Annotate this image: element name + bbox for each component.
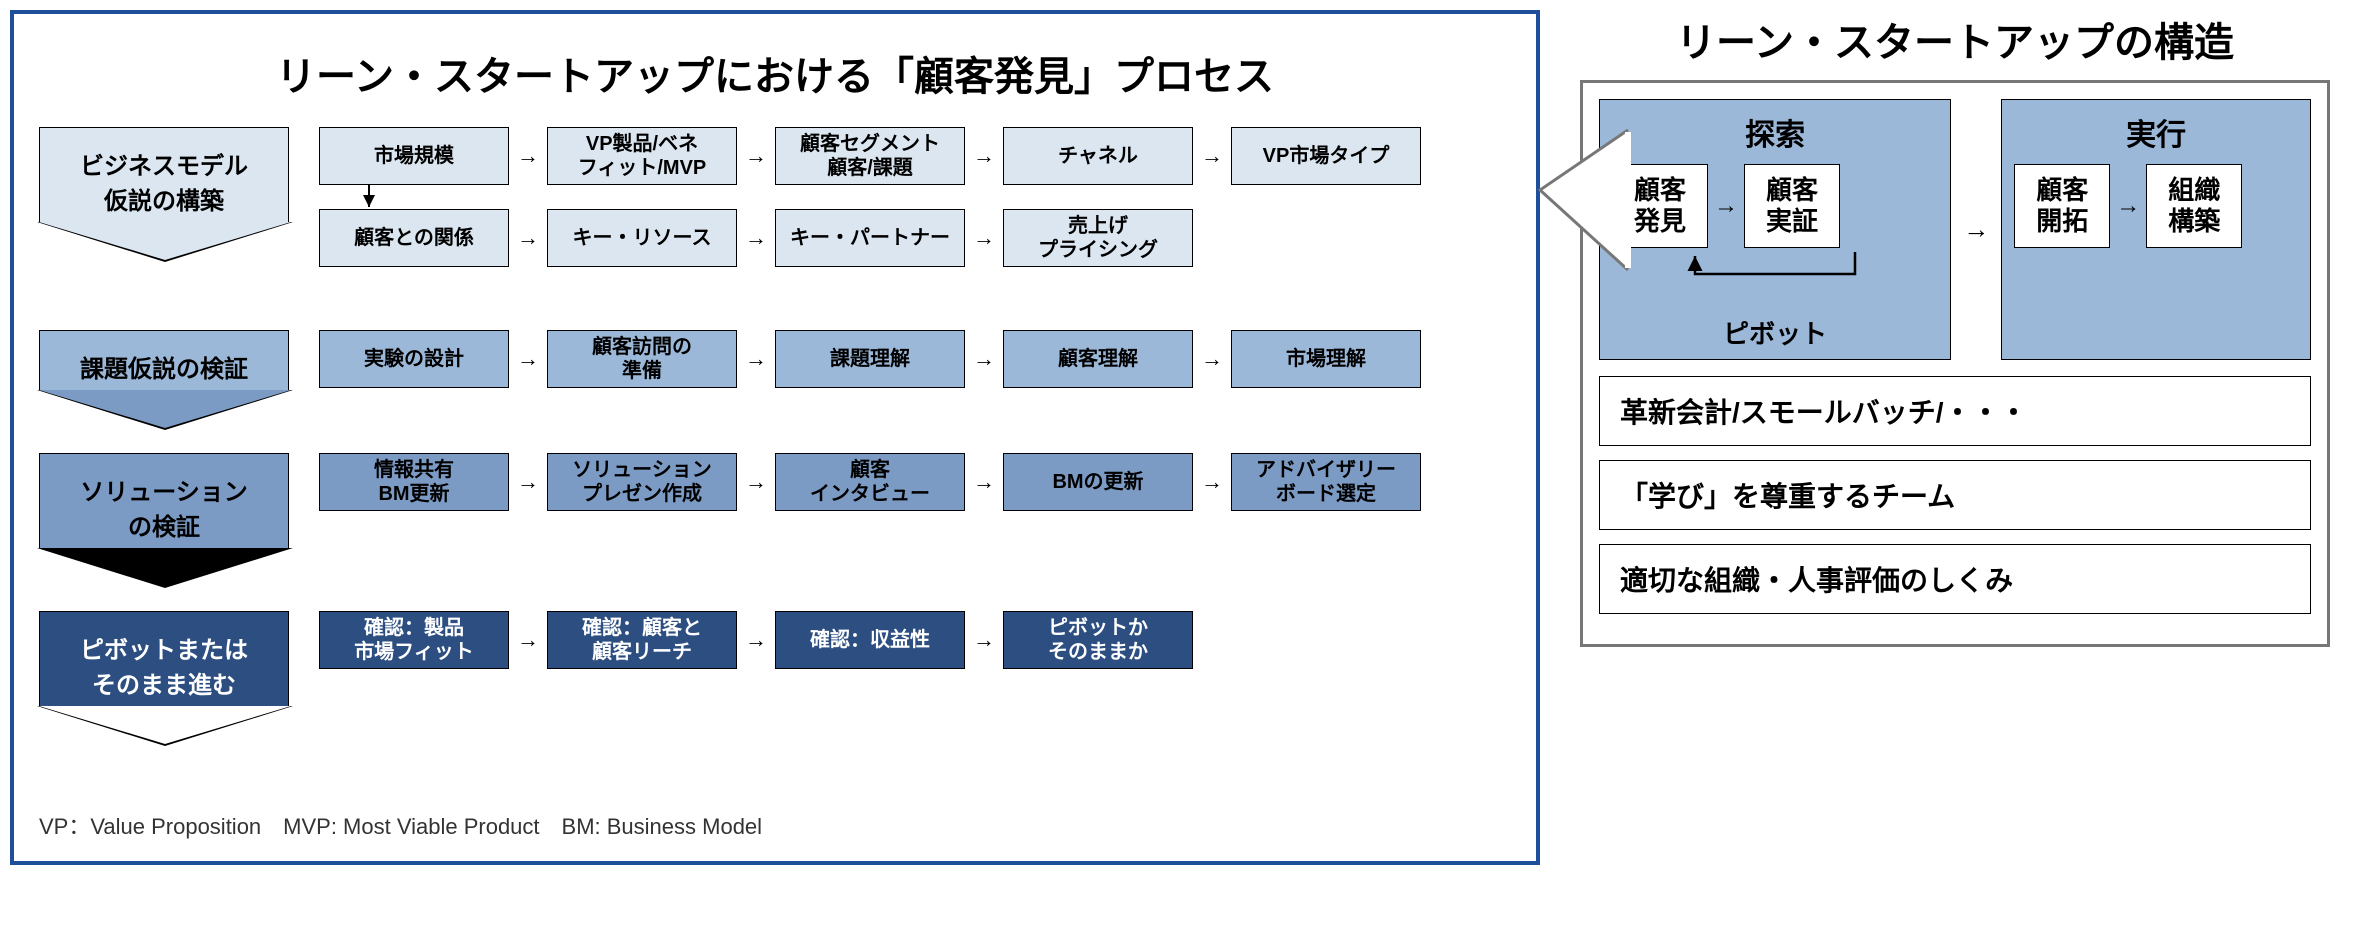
footnote: VP：Value Proposition MVP: Most Viable Pr… [39, 809, 1511, 841]
box-row: 確認：製品市場フィット → 確認：顧客と顧客リーチ → 確認：収益性 → ピボットかそのまま… [319, 611, 1193, 669]
left-title: リーン・スタートアップにおける「顧客発見」プロセス [39, 44, 1511, 102]
process-box: キー・リソース [547, 209, 737, 267]
callout-connector-icon [1540, 120, 1630, 300]
process-box: 市場理解 [1231, 330, 1421, 388]
process-box: 顧客との関係 [319, 209, 509, 267]
process-box: 実験の設計 [319, 330, 509, 388]
phase-block: 探索顧客発見→顧客実証 ピボット [1599, 99, 1951, 360]
process-box: 確認：製品市場フィット [319, 611, 509, 669]
process-box: 顧客訪問の準備 [547, 330, 737, 388]
stage-row: ビジネスモデル仮説の構築市場規模 → VP製品/ベネフィット/MVP → 顧客セグメント… [39, 127, 1511, 267]
box-row: 情報共有BM更新 → ソリューションプレゼン作成 → 顧客インタビュー → BMの更新 → アド… [319, 453, 1421, 511]
phase-title: 探索 [1612, 110, 1938, 154]
process-box: ソリューションプレゼン作成 [547, 453, 737, 511]
phase-block: 実行顧客開拓→組織構築 [2001, 99, 2311, 360]
arrow-right-icon: → [1201, 469, 1223, 495]
stage-row: ソリューションの検証情報共有BM更新 → ソリューションプレゼン作成 → 顧客インタビュ… [39, 453, 1511, 548]
stage-chevron: ピボットまたはそのまま進む [39, 611, 289, 706]
arrow-right-icon: → [517, 627, 539, 653]
arrow-right-icon: → [517, 225, 539, 251]
arrow-right-icon: → [973, 346, 995, 372]
arrow-right-icon: → [745, 346, 767, 372]
phase-title: 実行 [2014, 110, 2298, 154]
process-box: アドバイザリーボード選定 [1231, 453, 1421, 511]
boxes-column: 確認：製品市場フィット → 確認：顧客と顧客リーチ → 確認：収益性 → ピボットかそのまま… [319, 611, 1193, 669]
box-row: 市場規模 → VP製品/ベネフィット/MVP → 顧客セグメント顧客/課題 → チャネル → V… [319, 127, 1421, 185]
arrow-right-icon: → [973, 225, 995, 251]
arrow-right-icon: → [517, 346, 539, 372]
arrow-right-icon: → [973, 469, 995, 495]
box-row: 実験の設計 → 顧客訪問の準備 → 課題理解 → 顧客理解 → 市場理解 [319, 330, 1421, 388]
phase-box: 顧客実証 [1744, 164, 1840, 248]
process-box: 顧客インタビュー [775, 453, 965, 511]
info-box: 革新会計/スモールバッチ/・・・ [1599, 376, 2311, 446]
arrow-right-icon: → [1201, 346, 1223, 372]
arrow-right-icon: → [1201, 143, 1223, 169]
process-box: VP製品/ベネフィット/MVP [547, 127, 737, 185]
boxes-column: 情報共有BM更新 → ソリューションプレゼン作成 → 顧客インタビュー → BMの更新 → アド… [319, 453, 1421, 511]
stage-row: 課題仮説の検証実験の設計 → 顧客訪問の準備 → 課題理解 → 顧客理解 → 市場理解 [39, 330, 1511, 390]
chevron-stage: 課題仮説の検証 [39, 330, 299, 390]
row-spacer [39, 285, 1511, 330]
arrow-right-icon: → [1714, 192, 1738, 220]
phase-box: 組織構築 [2146, 164, 2242, 248]
box-row: 顧客との関係 → キー・リソース → キー・パートナー → 売上げプライシング [319, 209, 1421, 267]
arrow-right-icon: → [745, 225, 767, 251]
pivot-label: ピボット [1612, 314, 1938, 351]
arrow-right-icon: → [745, 469, 767, 495]
boxes-column: 市場規模 → VP製品/ベネフィット/MVP → 顧客セグメント顧客/課題 → チャネル → V… [319, 127, 1421, 267]
process-box: 売上げプライシング [1003, 209, 1193, 267]
process-box: 顧客理解 [1003, 330, 1193, 388]
chevron-stage: ソリューションの検証 [39, 453, 299, 548]
main-wrap: リーン・スタートアップにおける「顧客発見」プロセス ビジネスモデル仮説の構築市場… [10, 10, 2352, 865]
arrow-right-icon: → [2116, 192, 2140, 220]
chevron-stage: ビジネスモデル仮説の構築 [39, 127, 299, 222]
process-box: VP市場タイプ [1231, 127, 1421, 185]
right-title: リーン・スタートアップの構造 [1580, 10, 2330, 68]
process-box: 顧客セグメント顧客/課題 [775, 127, 965, 185]
right-panel: 探索顧客発見→顧客実証 ピボット→実行顧客開拓→組織構築革新会計/スモールバッチ… [1580, 80, 2330, 647]
info-box: 「学び」を尊重するチーム [1599, 460, 2311, 530]
stages-container: ビジネスモデル仮説の構築市場規模 → VP製品/ベネフィット/MVP → 顧客セグメント… [39, 127, 1511, 769]
stage-chevron: ビジネスモデル仮説の構築 [39, 127, 289, 222]
phase-boxes: 顧客発見→顧客実証 [1612, 164, 1938, 248]
process-box: 確認：顧客と顧客リーチ [547, 611, 737, 669]
arrow-right-icon: → [973, 143, 995, 169]
arrow-right-icon: → [517, 143, 539, 169]
arrow-right-icon: → [517, 469, 539, 495]
arrow-right-icon: → [973, 627, 995, 653]
phase-boxes: 顧客開拓→組織構築 [2014, 164, 2298, 248]
stage-row: ピボットまたはそのまま進む確認：製品市場フィット→確認：顧客と顧客リーチ→確認：… [39, 611, 1511, 706]
chevron-stage: ピボットまたはそのまま進む [39, 611, 299, 706]
boxes-column: 実験の設計 → 顧客訪問の準備 → 課題理解 → 顧客理解 → 市場理解 [319, 330, 1421, 388]
process-box: 確認：収益性 [775, 611, 965, 669]
left-panel: リーン・スタートアップにおける「顧客発見」プロセス ビジネスモデル仮説の構築市場… [10, 10, 1540, 865]
stage-chevron: ソリューションの検証 [39, 453, 289, 548]
process-box: キー・パートナー [775, 209, 965, 267]
arrow-right-icon: → [745, 627, 767, 653]
right-column: リーン・スタートアップの構造 探索顧客発見→顧客実証 ピボット→実行顧客開拓→組… [1580, 10, 2330, 647]
stage-chevron: 課題仮説の検証 [39, 330, 289, 390]
process-box: ピボットかそのままか [1003, 611, 1193, 669]
phase-box: 顧客開拓 [2014, 164, 2110, 248]
arrow-right-icon: → [745, 143, 767, 169]
process-box: 課題理解 [775, 330, 965, 388]
arrow-right-icon: → [1963, 99, 1989, 360]
process-box: チャネル [1003, 127, 1193, 185]
phase-row: 探索顧客発見→顧客実証 ピボット→実行顧客開拓→組織構築 [1599, 99, 2311, 360]
info-box: 適切な組織・人事評価のしくみ [1599, 544, 2311, 614]
process-box: 市場規模 [319, 127, 509, 185]
process-box: BMの更新 [1003, 453, 1193, 511]
pivot-loop-icon [1645, 252, 1905, 302]
process-box: 情報共有BM更新 [319, 453, 509, 511]
